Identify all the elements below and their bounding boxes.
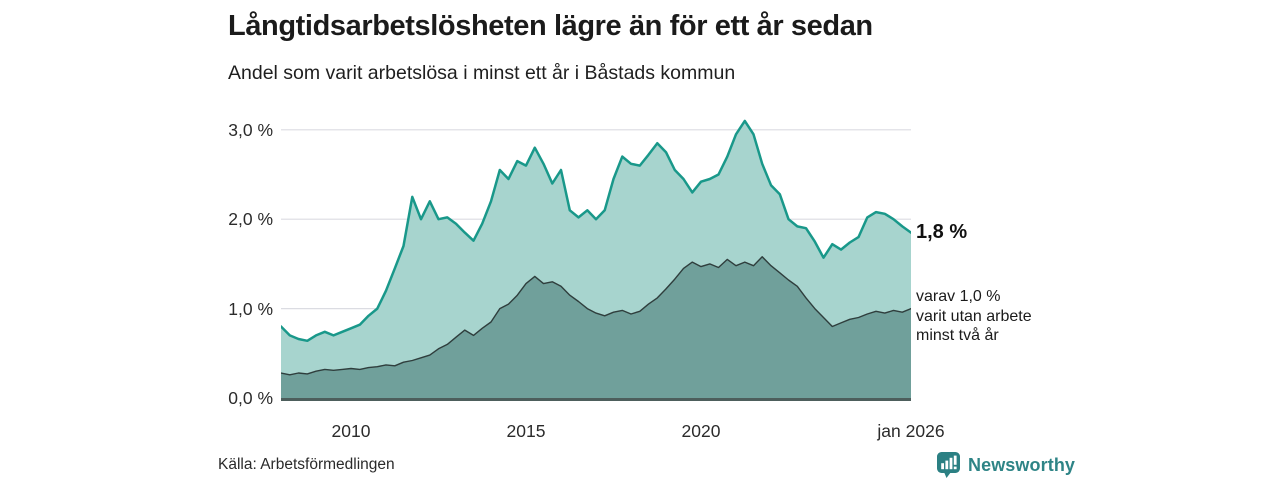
chart-subtitle: Andel som varit arbetslösa i minst ett å… [228, 62, 736, 84]
y-axis-tick-label: 1,0 % [228, 298, 273, 319]
newsworthy-bubble-barchart-icon [936, 451, 961, 479]
y-axis-tick-label: 2,0 % [228, 209, 273, 230]
y-axis-tick-label: 0,0 % [228, 388, 273, 408]
latest-value-label: 1,8 % [916, 221, 968, 243]
page-title: Långtidsarbetslösheten lägre än för ett … [228, 10, 873, 42]
x-axis-tick-label: 2015 [506, 421, 546, 441]
x-axis-tick-label: 2020 [681, 421, 721, 441]
two-year-area-fill [281, 256, 911, 398]
source-credit: Källa: Arbetsförmedlingen [218, 456, 395, 473]
two-year-annotation-line: varit utan arbete [916, 307, 1032, 325]
two-year-annotation-line: minst två år [916, 327, 999, 345]
two-year-annotation-line: varav 1,0 % [916, 288, 1001, 305]
area-chart-plot [281, 119, 911, 401]
newsworthy-wordmark: Newsworthy [968, 454, 1076, 475]
newsworthy-logo[interactable]: Newsworthy [936, 450, 1075, 480]
two-year-annotation: varav 1,0 % varit utan arbete minst två … [916, 287, 1032, 346]
total-line [281, 119, 911, 343]
two-year-line [281, 256, 911, 376]
x-axis-tick-label: jan 2026 [877, 421, 945, 441]
x-axis-tick-label: 2010 [331, 421, 371, 441]
y-axis-tick-label: 3,0 % [228, 119, 273, 140]
